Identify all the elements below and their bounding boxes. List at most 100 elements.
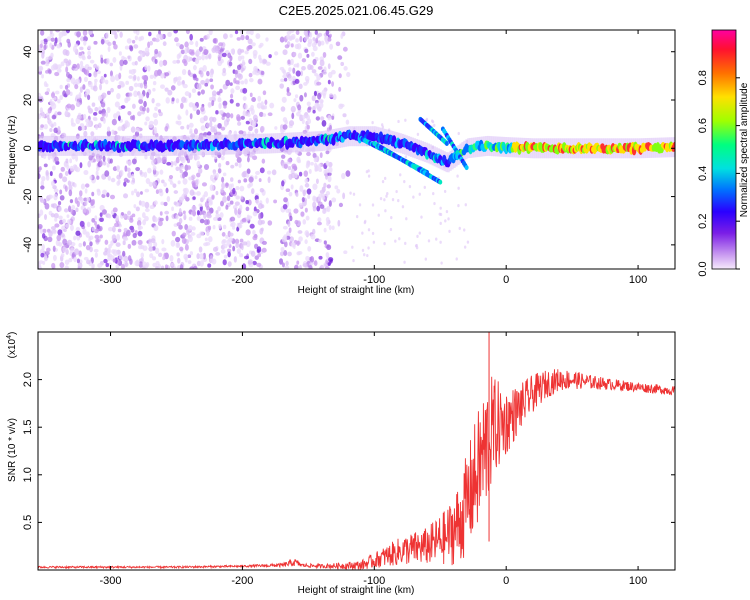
spectrogram-noise-dot (404, 155, 408, 159)
spectrogram-noise-dot (403, 180, 406, 184)
spectrogram-noise-dot (281, 262, 285, 268)
spectrogram-noise-dot (285, 260, 289, 266)
spectrogram-noise-dot (53, 121, 57, 127)
spectrogram-noise-dot (229, 98, 234, 104)
spectrogram-noise-dot (312, 195, 316, 202)
spectrogram-noise-dot (215, 210, 219, 215)
spectrogram-noise-dot (320, 116, 325, 121)
spectrogram-noise-dot (306, 53, 310, 58)
spectrogram-noise-dot (205, 241, 211, 246)
spectrogram-noise-dot (209, 78, 214, 83)
spectrogram-noise-dot (181, 79, 185, 85)
spectrogram-noise-dot (282, 225, 288, 230)
spectrogram-noise-dot (340, 61, 345, 67)
spectrogram-noise-dot (238, 162, 242, 168)
spectrogram-noise-dot (107, 45, 111, 53)
spectrogram-noise-dot (131, 158, 137, 165)
spectrogram-noise-dot (170, 263, 174, 267)
spectrogram-noise-dot (381, 180, 385, 184)
spectrogram-noise-dot (110, 30, 115, 35)
spectrogram-noise-dot (123, 227, 128, 232)
spectrogram-noise-dot (319, 266, 323, 269)
spectrogram-noise-dot (87, 160, 92, 168)
spectrogram-noise-dot (170, 85, 176, 91)
spectrogram-noise-dot (164, 87, 169, 92)
spectrogram-noise-dot (311, 51, 315, 57)
spectrogram-noise-dot (335, 41, 341, 47)
spectrogram-noise-dot (233, 256, 237, 263)
spectrogram-y-tick-label: 40 (22, 46, 34, 58)
spectrogram-noise-dot (230, 222, 234, 227)
spectrogram-noise-dot (93, 70, 98, 78)
spectrogram-noise-dot (67, 219, 72, 225)
spectrogram-noise-dot (99, 160, 103, 167)
spectrogram-noise-dot (120, 211, 125, 216)
spectrogram-noise-dot (305, 255, 310, 262)
spectrogram-noise-dot (312, 205, 317, 212)
spectrogram-noise-dot (49, 98, 53, 106)
spectrogram-noise-dot (87, 94, 91, 101)
spectrogram-noise-dot (319, 204, 325, 209)
spectrogram-noise-dot (221, 156, 225, 161)
spectrogram-noise-dot (38, 172, 41, 180)
spectrogram-noise-dot (447, 217, 450, 221)
spectrogram-noise-dot (326, 244, 332, 251)
spectrogram-noise-dot (133, 74, 137, 81)
spectrogram-noise-dot (142, 212, 146, 219)
spectrogram-noise-dot (102, 160, 107, 166)
spectrogram-noise-dot (298, 236, 303, 242)
spectrogram-noise-dot (66, 77, 71, 83)
spectrogram-noise-dot (189, 189, 195, 196)
spectrogram-noise-dot (72, 63, 77, 69)
spectrogram-noise-dot (147, 65, 151, 72)
spectrogram-noise-dot (192, 181, 196, 188)
spectrogram-noise-dot (167, 31, 172, 38)
spectrogram-noise-dot (383, 241, 386, 246)
colorbar: 0.0 0.2 0.4 0.6 0.8 Normalized spectral ampl… (697, 29, 750, 277)
spectrogram-noise-dot (306, 151, 311, 157)
spectrogram-noise-dot (59, 261, 65, 269)
spectrogram-noise-dot (223, 254, 228, 259)
spectrogram-noise-dot (199, 253, 204, 260)
spectrogram-noise-dot (295, 38, 299, 43)
spectrogram-noise-dot (306, 188, 312, 195)
spectrogram-noise-dot (124, 165, 128, 172)
spectrogram-noise-dot (41, 244, 45, 250)
spectrogram-noise-dot (150, 238, 156, 244)
spectrogram-noise-dot (39, 248, 45, 255)
spectrogram-noise-dot (218, 102, 222, 109)
spectrogram-noise-dot (323, 240, 327, 245)
spectrogram-noise-dot (242, 96, 247, 101)
spectrogram-noise-dot (145, 177, 151, 185)
spectrogram-noise-dot (259, 42, 264, 47)
spectrogram-noise-dot (38, 67, 42, 72)
spectrogram-noise-dot (128, 85, 134, 92)
spectrogram-noise-dot (282, 203, 288, 210)
spectrogram-noise-dot (121, 263, 125, 269)
spectrogram-noise-dot (290, 184, 294, 190)
spectrogram-noise-dot (196, 253, 200, 260)
spectrogram-noise-dot (282, 124, 288, 130)
spectrogram-noise-dot (134, 35, 139, 41)
spectrogram-noise-dot (304, 239, 308, 245)
spectrogram-noise-dot (148, 120, 154, 126)
spectrogram-noise-dot (266, 170, 272, 175)
spectrogram-noise-dot (92, 85, 98, 92)
spectrogram-noise-dot (325, 150, 330, 155)
spectrogram-noise-dot (187, 260, 192, 265)
spectrogram-noise-dot (395, 189, 398, 194)
spectrogram-noise-dot (192, 105, 198, 112)
spectrogram-noise-dot (222, 100, 228, 107)
spectrogram-noise-dot (177, 80, 182, 86)
spectrogram-noise-dot (75, 167, 79, 172)
spectrogram-noise-dot (319, 152, 323, 159)
spectrogram-noise-dot (131, 39, 136, 44)
spectrogram-noise-dot (283, 163, 288, 169)
spectrogram-noise-dot (42, 228, 47, 233)
spectrogram-noise-dot (195, 191, 201, 196)
spectrogram-noise-dot (157, 220, 163, 227)
spectrogram-noise-dot (152, 87, 156, 92)
spectrogram-noise-dot (401, 205, 405, 209)
spectrogram-noise-dot (152, 181, 157, 187)
spectrogram-noise-dot (123, 233, 127, 238)
